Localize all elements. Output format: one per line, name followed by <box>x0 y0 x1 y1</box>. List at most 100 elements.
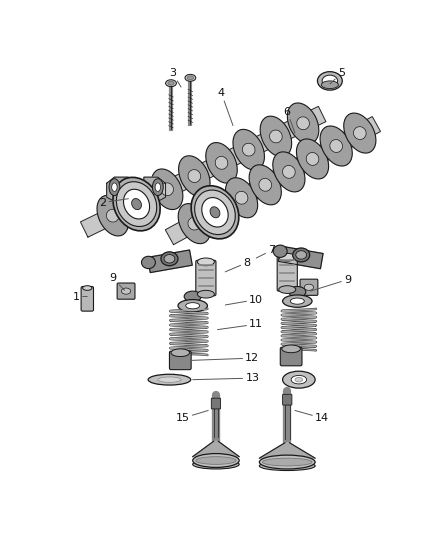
Ellipse shape <box>212 204 224 217</box>
Ellipse shape <box>321 81 339 88</box>
Text: 13: 13 <box>193 373 259 383</box>
Ellipse shape <box>106 209 119 222</box>
Ellipse shape <box>210 207 220 218</box>
Polygon shape <box>259 443 315 458</box>
Ellipse shape <box>117 182 157 227</box>
Ellipse shape <box>283 371 315 388</box>
Text: 6: 6 <box>284 107 295 133</box>
Ellipse shape <box>353 127 366 140</box>
Ellipse shape <box>178 204 210 244</box>
Ellipse shape <box>344 113 376 153</box>
FancyBboxPatch shape <box>283 394 292 405</box>
Ellipse shape <box>113 177 160 231</box>
Ellipse shape <box>184 291 201 302</box>
Ellipse shape <box>83 286 92 290</box>
Ellipse shape <box>155 183 161 191</box>
Ellipse shape <box>262 458 312 466</box>
Ellipse shape <box>259 455 315 469</box>
Ellipse shape <box>97 196 128 236</box>
FancyBboxPatch shape <box>170 351 191 370</box>
Ellipse shape <box>196 457 236 464</box>
FancyBboxPatch shape <box>196 260 216 296</box>
Ellipse shape <box>260 116 292 157</box>
Ellipse shape <box>152 169 183 209</box>
Ellipse shape <box>297 139 328 179</box>
Ellipse shape <box>198 258 214 265</box>
Ellipse shape <box>283 295 312 308</box>
Ellipse shape <box>152 179 163 196</box>
Ellipse shape <box>282 345 300 353</box>
Text: 7: 7 <box>256 245 276 258</box>
Ellipse shape <box>242 143 255 156</box>
Ellipse shape <box>171 349 190 357</box>
FancyBboxPatch shape <box>211 398 221 409</box>
FancyBboxPatch shape <box>117 283 135 299</box>
Ellipse shape <box>191 185 239 239</box>
Text: 3: 3 <box>169 68 181 87</box>
Text: 10: 10 <box>225 295 263 305</box>
Ellipse shape <box>273 152 305 192</box>
Ellipse shape <box>194 190 235 235</box>
Ellipse shape <box>185 75 196 82</box>
Ellipse shape <box>186 303 200 309</box>
Ellipse shape <box>287 103 319 143</box>
Ellipse shape <box>187 76 194 80</box>
Ellipse shape <box>134 196 146 209</box>
Ellipse shape <box>320 126 352 166</box>
FancyBboxPatch shape <box>81 287 93 311</box>
Ellipse shape <box>158 377 181 382</box>
Ellipse shape <box>206 142 237 183</box>
Ellipse shape <box>202 198 228 227</box>
Ellipse shape <box>279 253 296 261</box>
Polygon shape <box>81 107 326 237</box>
Ellipse shape <box>295 377 303 382</box>
FancyBboxPatch shape <box>277 256 297 291</box>
Polygon shape <box>279 246 323 269</box>
Ellipse shape <box>109 179 120 196</box>
Ellipse shape <box>215 156 228 169</box>
Polygon shape <box>148 250 192 272</box>
Ellipse shape <box>188 169 201 182</box>
Polygon shape <box>107 177 166 205</box>
Ellipse shape <box>259 461 315 471</box>
Ellipse shape <box>161 183 173 196</box>
Text: 9: 9 <box>110 273 124 290</box>
Ellipse shape <box>279 286 296 294</box>
FancyBboxPatch shape <box>280 348 302 366</box>
Ellipse shape <box>141 256 155 269</box>
Ellipse shape <box>132 198 141 209</box>
Ellipse shape <box>188 217 201 230</box>
Ellipse shape <box>193 454 239 467</box>
Ellipse shape <box>330 140 343 152</box>
Ellipse shape <box>297 117 309 130</box>
Ellipse shape <box>249 165 281 205</box>
Ellipse shape <box>283 165 295 179</box>
Text: 2: 2 <box>99 198 128 207</box>
Ellipse shape <box>148 374 191 385</box>
Text: 4: 4 <box>218 88 233 126</box>
Ellipse shape <box>259 179 272 191</box>
Ellipse shape <box>306 152 319 165</box>
Ellipse shape <box>202 191 234 231</box>
Text: 1: 1 <box>73 292 87 302</box>
Text: 14: 14 <box>295 410 329 423</box>
Ellipse shape <box>273 245 287 257</box>
FancyBboxPatch shape <box>300 279 318 295</box>
Ellipse shape <box>121 288 131 294</box>
Ellipse shape <box>293 248 310 262</box>
Ellipse shape <box>164 255 175 263</box>
Ellipse shape <box>233 130 265 170</box>
Ellipse shape <box>269 130 282 143</box>
Ellipse shape <box>124 189 150 219</box>
Ellipse shape <box>179 156 210 196</box>
Ellipse shape <box>166 80 177 87</box>
Ellipse shape <box>296 251 307 259</box>
Text: 9: 9 <box>311 274 351 291</box>
Polygon shape <box>193 441 239 457</box>
Text: 15: 15 <box>176 410 208 423</box>
Ellipse shape <box>168 82 174 85</box>
Ellipse shape <box>304 284 314 290</box>
Ellipse shape <box>226 177 258 218</box>
Polygon shape <box>165 117 381 245</box>
Ellipse shape <box>289 287 306 297</box>
